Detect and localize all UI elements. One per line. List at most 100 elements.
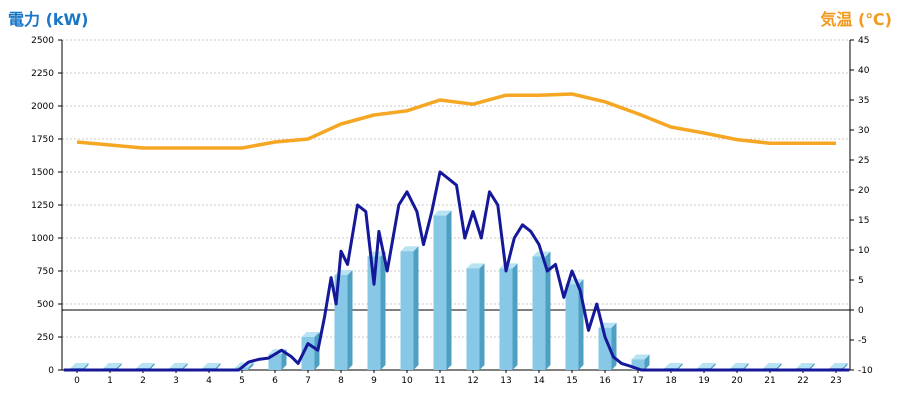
right-tick-label: 35 [858, 96, 869, 106]
power-bar [367, 251, 386, 370]
left-tick-label: 500 [37, 300, 54, 310]
x-tick-label: 3 [173, 376, 179, 386]
bar-top [301, 332, 320, 337]
bar-side [842, 363, 848, 370]
bar-front [598, 327, 612, 370]
bar-top [730, 363, 749, 368]
series-lines [63, 92, 850, 372]
right-tick-label: 10 [858, 246, 870, 256]
gridlines [62, 39, 850, 338]
x-tick-label: 11 [434, 376, 445, 386]
bar-side [182, 363, 188, 370]
bar-side [347, 269, 353, 370]
bar-side [611, 322, 617, 370]
bar-top [763, 363, 782, 368]
power-bar [433, 210, 452, 370]
x-tick-label: 6 [272, 376, 278, 386]
left-tick-label: 2500 [31, 36, 54, 46]
left-tick-label: 1250 [31, 201, 54, 211]
bar-top [433, 210, 452, 216]
power-line [63, 170, 850, 372]
power-bar [400, 246, 419, 370]
bar-top [466, 263, 485, 269]
power-bar [499, 263, 518, 370]
bar-side [710, 363, 716, 370]
bar-front [433, 215, 447, 370]
bar-side [677, 363, 683, 370]
left-tick-label: 1500 [31, 168, 54, 178]
bar-side [809, 363, 815, 370]
x-tick-label: 19 [698, 376, 710, 386]
x-tick-label: 1 [107, 376, 113, 386]
right-axis-title: 気温 (℃) [820, 10, 892, 29]
x-tick-label: 18 [665, 376, 677, 386]
x-tick-label: 8 [338, 376, 344, 386]
bar-top [400, 246, 419, 252]
right-tick-label: -10 [858, 366, 873, 376]
left-axis-title: 電力 (kW) [8, 10, 89, 29]
temperature-line [76, 92, 836, 150]
bar-top [136, 363, 155, 368]
axes [58, 39, 854, 373]
right-tick-label: 5 [858, 276, 864, 286]
left-tick-label: 2000 [31, 102, 54, 112]
x-tick-label: 12 [467, 376, 478, 386]
right-tick-label: 40 [858, 66, 870, 76]
power-bar [532, 251, 551, 370]
x-tick-label: 13 [500, 376, 511, 386]
bar-side [776, 363, 782, 370]
x-tick-label: 21 [764, 376, 775, 386]
left-tick-label: 1750 [31, 135, 54, 145]
x-tick-label: 9 [371, 376, 377, 386]
bar-top [103, 363, 122, 368]
x-tick-label: 22 [797, 376, 808, 386]
right-tick-label: 25 [858, 156, 869, 166]
bar-side [116, 363, 122, 370]
right-tick-label: 15 [858, 216, 869, 226]
x-tick-label: 14 [533, 376, 545, 386]
bar-side [479, 263, 485, 370]
bar-top [796, 363, 815, 368]
bar-front [268, 354, 282, 370]
bar-front [499, 268, 513, 370]
bar-top [202, 363, 221, 368]
bar-front [466, 268, 480, 370]
bar-top [631, 354, 650, 360]
bar-side [149, 363, 155, 370]
right-tick-label: 0 [858, 306, 864, 316]
bar-front [367, 256, 381, 370]
x-tick-label: 7 [305, 376, 311, 386]
bar-side [215, 363, 221, 370]
power-bar [631, 354, 650, 370]
x-tick-label: 4 [206, 376, 212, 386]
bar-top [697, 363, 716, 368]
left-tick-label: 250 [37, 333, 54, 343]
power-bars [70, 210, 848, 370]
bar-side [545, 251, 551, 370]
left-tick-label: 0 [48, 366, 54, 376]
power-bar [466, 263, 485, 370]
bar-side [413, 246, 419, 370]
left-tick-label: 1000 [31, 234, 54, 244]
bar-side [248, 362, 254, 370]
x-tick-label: 17 [632, 376, 643, 386]
right-tick-label: 20 [858, 186, 870, 196]
left-tick-label: 750 [37, 267, 54, 277]
bar-top [70, 363, 89, 368]
bar-top [169, 363, 188, 368]
bar-side [380, 251, 386, 370]
x-tick-label: 5 [239, 376, 245, 386]
bar-front [631, 359, 645, 370]
x-tick-label: 2 [140, 376, 146, 386]
x-tick-label: 15 [566, 376, 577, 386]
x-tick-label: 23 [830, 376, 841, 386]
bar-front [400, 251, 414, 370]
bar-top [829, 363, 848, 368]
x-tick-label: 20 [731, 376, 743, 386]
x-tick-label: 0 [74, 376, 80, 386]
bar-side [743, 363, 749, 370]
bar-front [565, 284, 579, 370]
tick-labels: 02505007501000125015001750200022502500-1… [31, 36, 873, 386]
